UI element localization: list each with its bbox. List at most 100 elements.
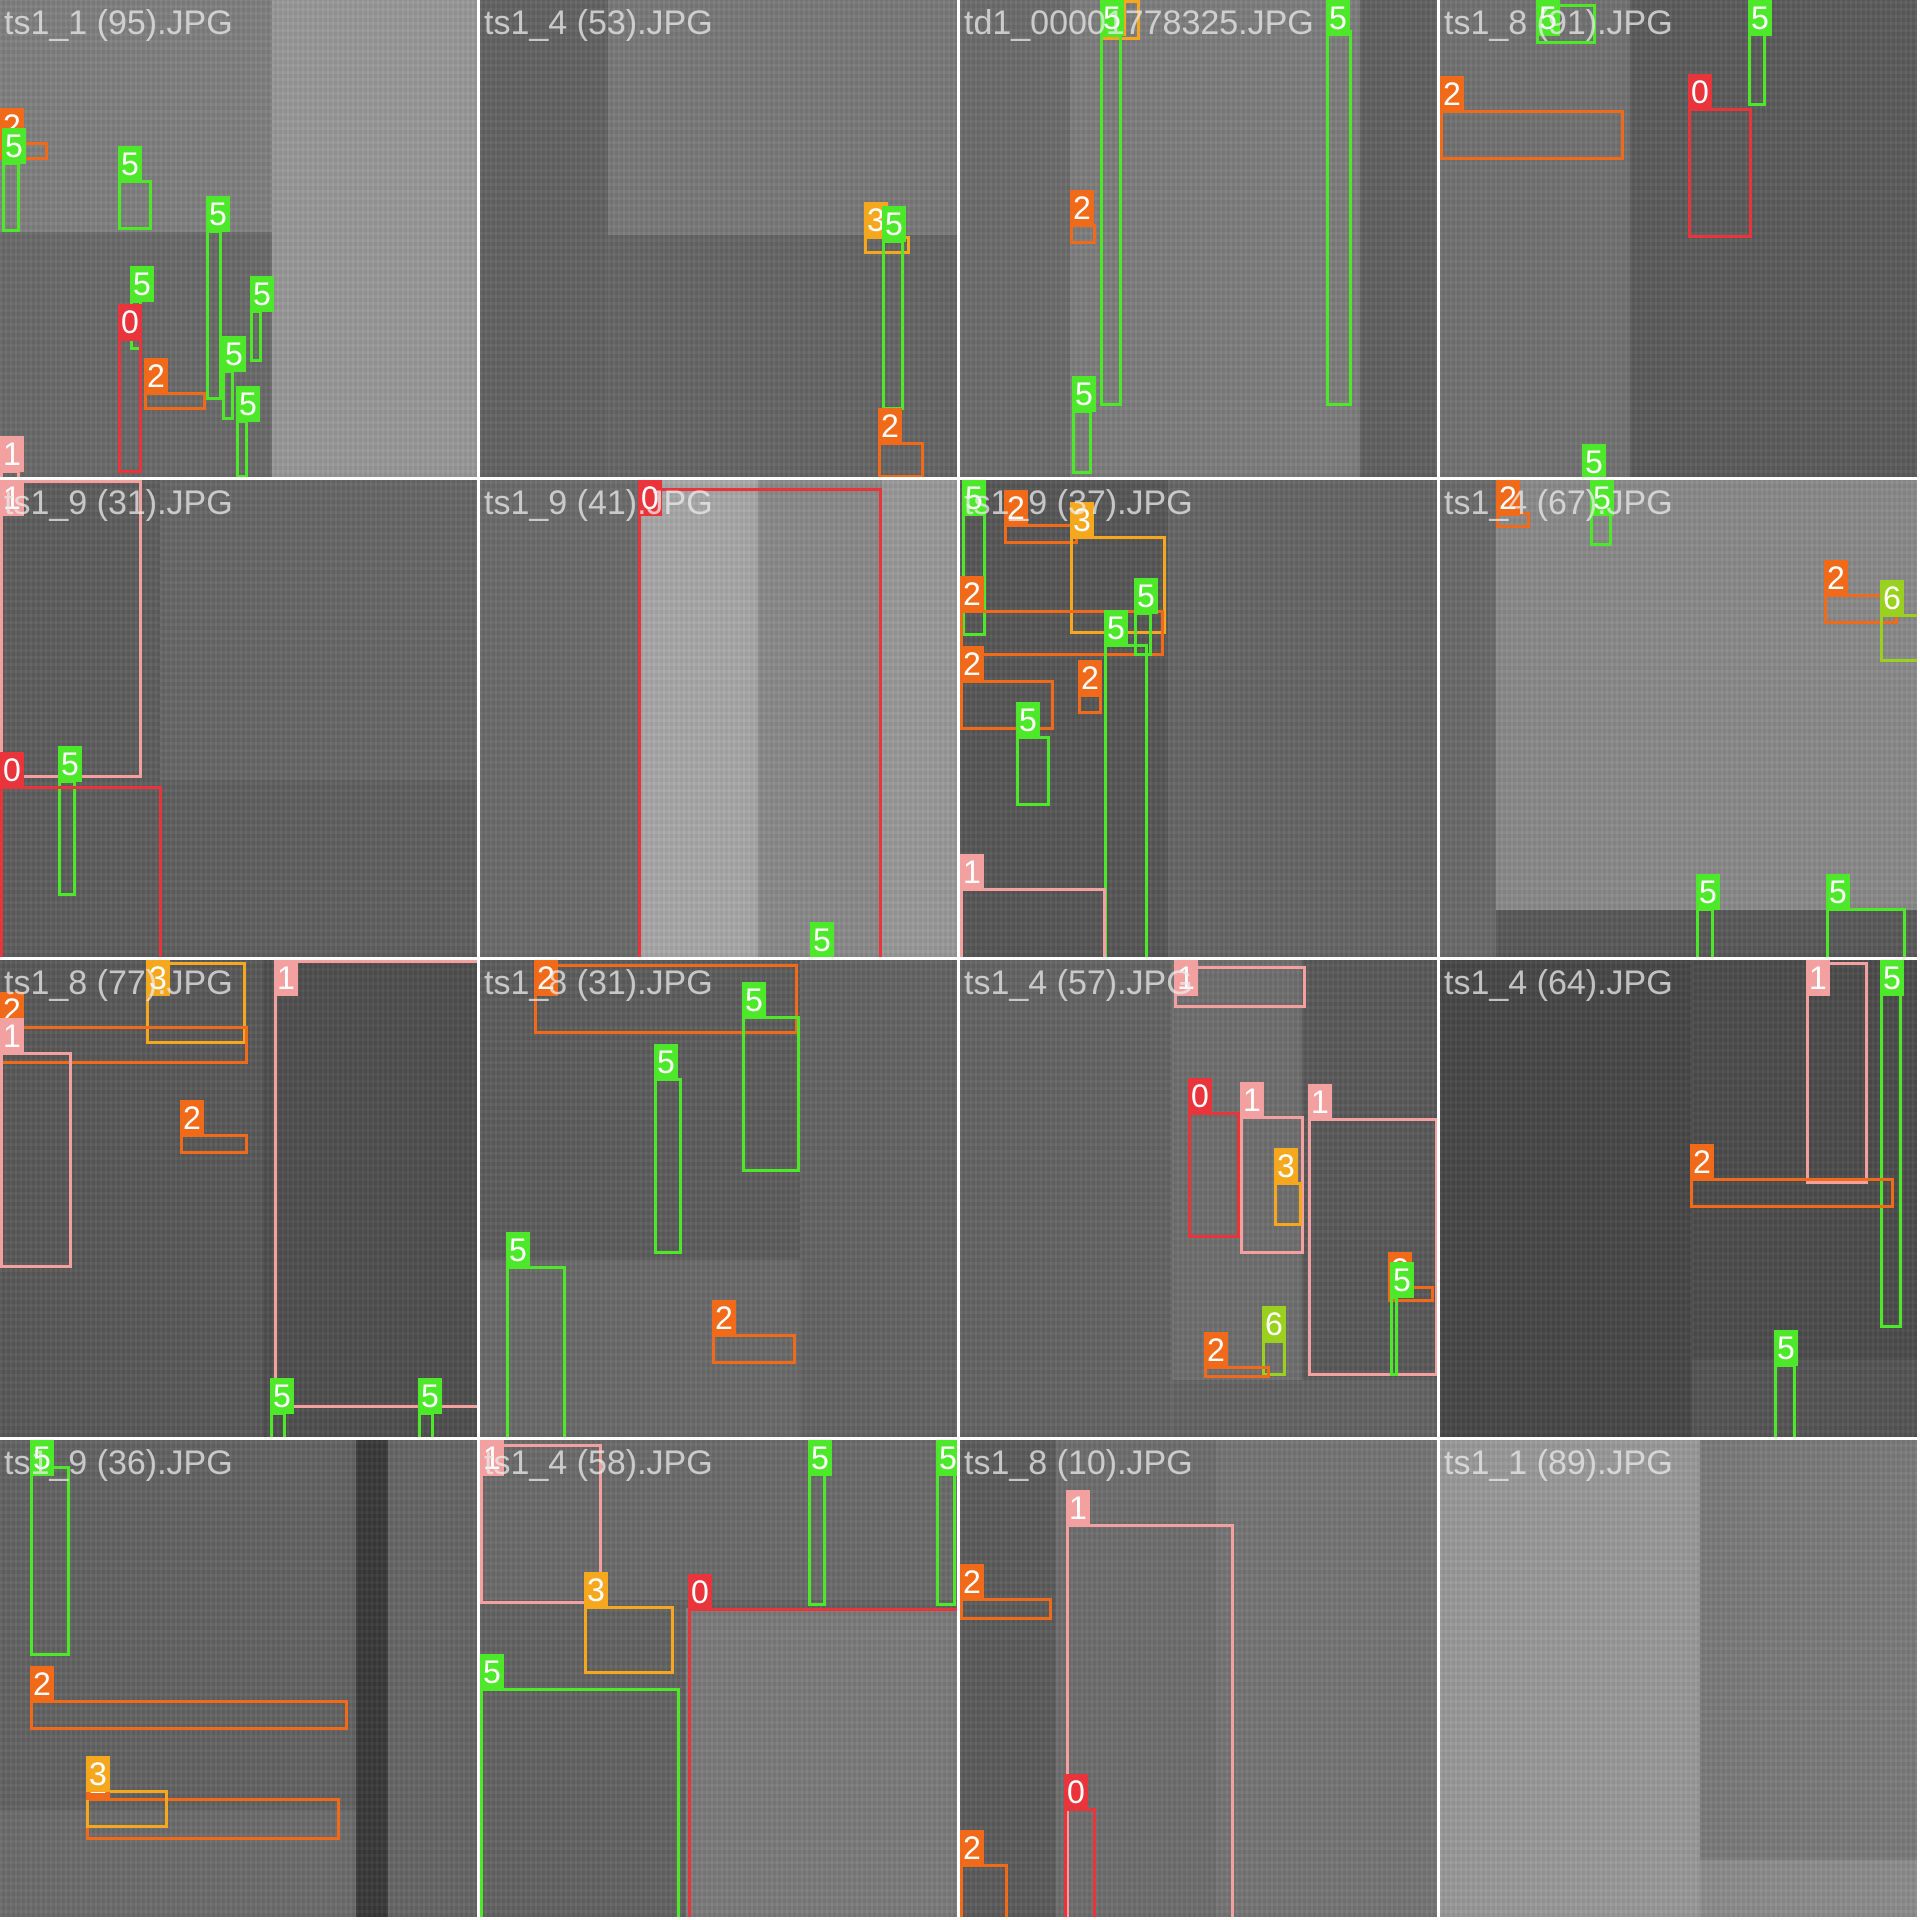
image-tile: 1 5 2 5 ts1_4 (64).JPG <box>1440 960 1920 1440</box>
class-label: 1 <box>1174 960 1198 996</box>
class-label: 5 <box>1748 0 1772 36</box>
class-label: 5 <box>118 146 142 182</box>
class-label: 0 <box>638 480 662 516</box>
class-label: 5 <box>30 1440 54 1476</box>
class-label: 2 <box>144 358 168 394</box>
image-tile: 35525td1_00001778325.JPG <box>960 0 1440 480</box>
class-label: 0 <box>688 1574 712 1610</box>
image-tile: 2 5 5 5 2 ts1_8 (31).JPG <box>480 960 960 1440</box>
bounding-box <box>638 488 882 957</box>
class-label: 5 <box>1072 376 1096 412</box>
image-region <box>480 1440 957 1600</box>
image-region <box>1692 1360 1917 1437</box>
class-label: 0 <box>1064 1774 1088 1810</box>
image-region <box>1700 1860 1917 1917</box>
class-label: 2 <box>1440 76 1464 112</box>
bounding-box <box>1240 1116 1304 1254</box>
class-label: 5 <box>936 1440 957 1476</box>
bounding-box <box>1004 524 1078 544</box>
bounding-box <box>1774 1364 1796 1437</box>
class-label: 5 <box>418 1378 442 1414</box>
bounding-box <box>146 962 246 1044</box>
image-region <box>758 480 882 957</box>
class-label: 5 <box>2 128 26 164</box>
image-region <box>1440 960 1692 1437</box>
bounding-box <box>960 680 1054 730</box>
bounding-box <box>960 888 1106 957</box>
bounding-box <box>808 1454 826 1606</box>
image-region <box>388 1440 477 1917</box>
class-label: 6 <box>1880 580 1904 616</box>
bounding-box <box>1748 30 1766 106</box>
image-tile: 0 5 ts1_9 (41).JPG <box>480 480 960 960</box>
bounding-box <box>1688 108 1752 238</box>
image-tile: 2 5 2 6 5 5 ts1_4 (67).JPG <box>1440 480 1920 960</box>
image-tile: 1 2 0 2 ts1_8 (10).JPG <box>960 1440 1440 1920</box>
bounding-box <box>960 1864 1008 1917</box>
class-label: 5 <box>1774 1330 1798 1366</box>
image-tile: 3 2 1 2 1 5 5 ts1_8 (77).JPG <box>0 960 480 1440</box>
image-region <box>1056 1440 1216 1917</box>
class-label: 5 <box>882 206 906 242</box>
image-region <box>1302 960 1437 1380</box>
class-label: 0 <box>1188 1078 1212 1114</box>
image-region <box>1700 1440 1917 1860</box>
image-region <box>1216 1440 1437 1917</box>
class-label: 5 <box>236 386 260 422</box>
class-label: 5 <box>270 1378 294 1414</box>
bounding-box <box>250 310 262 362</box>
image-region <box>1630 0 1917 477</box>
bounding-box <box>1696 908 1714 957</box>
image-tile: 1 5 0 ts1_9 (31).JPG <box>0 480 480 960</box>
image-region <box>1440 0 1630 477</box>
image-region <box>0 960 262 1437</box>
class-label: 0 <box>1688 74 1712 110</box>
bounding-box <box>742 1016 800 1172</box>
image-tile: 3 5 2 ts1_4 (53).JPG <box>480 0 960 480</box>
image-tile: 5 2 3 2 5 2 5 2 5 1 ts1_9 (37).JPG <box>960 480 1440 960</box>
class-label: 1 <box>1806 960 1830 996</box>
bounding-box <box>222 370 234 420</box>
bounding-box <box>1188 1112 1240 1238</box>
class-label: 5 <box>130 266 154 302</box>
class-label: 5 <box>1134 578 1158 614</box>
bounding-box <box>1066 1524 1234 1917</box>
bounding-box <box>2 162 20 232</box>
bounding-box <box>30 1466 70 1656</box>
bounding-box <box>1690 1178 1894 1208</box>
image-region <box>1440 480 1496 957</box>
class-label: 3 <box>86 1756 110 1792</box>
bounding-box <box>1016 736 1050 806</box>
bounding-box <box>1072 410 1092 474</box>
class-label: 5 <box>1536 0 1560 36</box>
class-label: 5 <box>206 196 230 232</box>
bounding-box <box>1078 694 1102 714</box>
class-label: 5 <box>58 746 82 782</box>
class-label: 5 <box>654 1044 678 1080</box>
bounding-box <box>1070 224 1096 244</box>
class-label: 5 <box>1590 480 1614 516</box>
class-label: 5 <box>1016 702 1040 738</box>
bounding-box <box>30 1700 348 1730</box>
image-tile: 5223ts1_9 (36).JPG <box>0 1440 480 1920</box>
class-label: 2 <box>960 1830 984 1866</box>
class-label: 5 <box>1100 0 1124 36</box>
bounding-box <box>960 610 1164 656</box>
bounding-box <box>1440 110 1624 160</box>
image-region <box>262 960 477 1437</box>
image-region <box>1360 0 1437 477</box>
bounding-box <box>1100 34 1122 406</box>
bounding-box <box>1806 962 1868 1184</box>
class-label: 5 <box>1326 0 1350 36</box>
image-tile: 2 5 5 5 5 5 0 5 2 5 1 ts1_1 (95).JPG <box>0 0 480 480</box>
class-label: 5 <box>1696 874 1720 910</box>
bounding-box <box>0 1052 72 1268</box>
class-label: 5 <box>810 922 834 957</box>
bounding-box <box>118 338 142 473</box>
image-tile: 5 5 2 0 5 ts1_8 (91).JPG <box>1440 0 1920 480</box>
image-region <box>686 1608 957 1917</box>
bounding-box <box>506 1266 566 1437</box>
class-label: 0 <box>0 752 24 788</box>
bounding-box <box>274 960 477 1408</box>
